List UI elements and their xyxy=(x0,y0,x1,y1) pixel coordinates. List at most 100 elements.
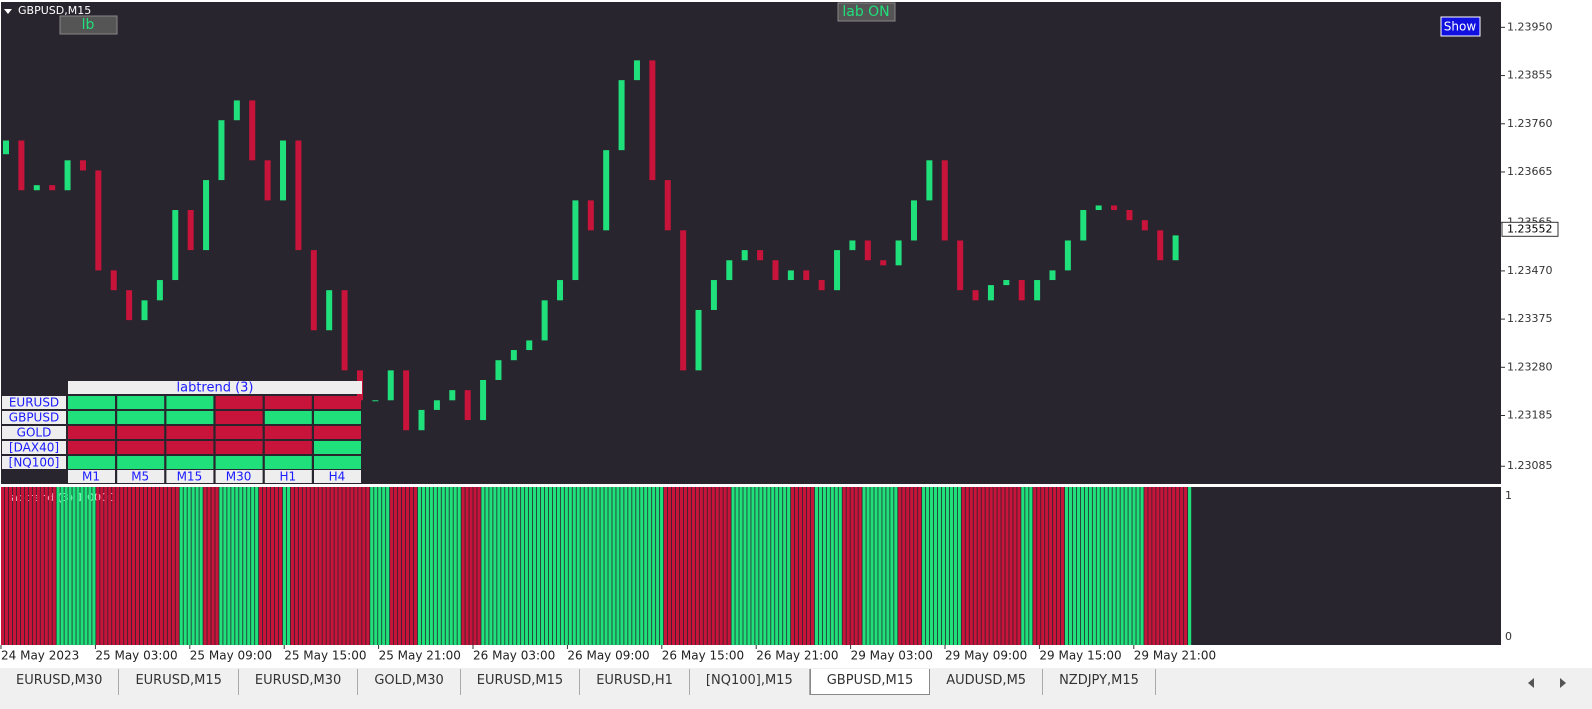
candle xyxy=(18,140,25,191)
show-button-text[interactable]: Show xyxy=(1444,20,1477,34)
indicator-bar xyxy=(711,487,715,645)
indicator-bar xyxy=(227,487,231,645)
y-tick-label: 1.23185 xyxy=(1507,409,1553,422)
tab[interactable]: EURUSD,M15 xyxy=(119,669,239,695)
col-label-bg xyxy=(117,470,165,483)
indicator-bar xyxy=(12,487,17,645)
indicator-bar xyxy=(469,487,473,645)
indicator-bar xyxy=(636,487,640,645)
indicator-bar xyxy=(1053,487,1057,645)
state-cell xyxy=(314,426,361,439)
state-cell xyxy=(68,411,115,424)
indicator-bar xyxy=(4,487,9,645)
indicator-bar xyxy=(266,487,271,645)
candle xyxy=(1157,230,1164,261)
state-cell xyxy=(117,426,165,439)
indicator-bar xyxy=(449,487,453,645)
tab[interactable]: AUDUSD,M5 xyxy=(930,669,1044,695)
state-cell xyxy=(215,441,263,454)
indicator-bar xyxy=(564,487,568,645)
candle xyxy=(310,250,317,331)
indicator-bar xyxy=(878,487,882,645)
indicator-bar xyxy=(1176,487,1180,645)
indicator-bar xyxy=(36,487,40,645)
indicator-bar xyxy=(588,487,592,645)
indicator-bar xyxy=(1168,487,1172,645)
indicator-bar xyxy=(274,487,279,645)
scroll-left[interactable] xyxy=(1528,678,1534,688)
candle xyxy=(49,185,56,191)
indicator-bar xyxy=(183,487,187,645)
indicator-bar xyxy=(1120,487,1124,645)
tab[interactable]: NZDJPY,M15 xyxy=(1043,669,1156,695)
indicator-tick: 0 xyxy=(1505,630,1512,643)
indicator-bar xyxy=(1172,487,1176,645)
x-tick-label: 24 May 2023 xyxy=(1,649,79,663)
indicator-bar xyxy=(763,487,767,645)
indicator-bar xyxy=(517,487,521,645)
lb-button[interactable] xyxy=(59,15,118,35)
candle xyxy=(480,379,487,421)
indicator-bar xyxy=(104,487,108,645)
candle xyxy=(418,409,425,431)
candle xyxy=(295,140,302,251)
col-label-bg xyxy=(68,470,115,483)
candle xyxy=(1111,205,1118,211)
indicator-bar xyxy=(405,487,410,645)
state-cell xyxy=(68,441,115,454)
indicator-bar xyxy=(124,487,128,645)
tab[interactable]: EURUSD,M15 xyxy=(461,669,581,695)
tab[interactable]: [NQ100],M15 xyxy=(690,669,810,695)
y-tick-label: 1.23375 xyxy=(1507,312,1553,325)
menu-triangle[interactable] xyxy=(4,9,12,14)
indicator-tick: 1 xyxy=(1505,489,1512,502)
lab-on-button[interactable] xyxy=(837,2,896,22)
candle xyxy=(218,120,225,181)
row-label: GBPUSD xyxy=(9,411,59,425)
x-tick-label: 29 May 09:00 xyxy=(945,649,1027,663)
indicator-bar xyxy=(151,487,156,645)
indicator-bar xyxy=(703,487,707,645)
indicator-bar xyxy=(477,487,481,645)
indicator-bar xyxy=(215,487,219,645)
indicator-bar xyxy=(628,487,632,645)
tab[interactable]: EURUSD,M30 xyxy=(239,669,359,695)
indicator-bar xyxy=(1064,487,1069,645)
indicator-bar xyxy=(759,487,763,645)
candle xyxy=(541,300,548,341)
candle xyxy=(403,370,410,431)
indicator-bar xyxy=(1132,487,1136,645)
indicator-bar xyxy=(1152,487,1156,645)
y-tick-label: 1.23665 xyxy=(1507,165,1553,178)
tab[interactable]: GBPUSD,M15 xyxy=(809,669,931,695)
indicator-bar xyxy=(88,487,92,645)
candle xyxy=(710,280,717,310)
indicator-bar xyxy=(818,487,822,645)
indicator-bar xyxy=(663,487,668,645)
scroll-right[interactable] xyxy=(1560,678,1566,688)
col-label: M1 xyxy=(82,470,100,484)
indicator-bar xyxy=(739,487,743,645)
indicator-bar xyxy=(1072,487,1077,645)
lab-on-text[interactable]: lab ON xyxy=(842,4,889,20)
lb-button-text[interactable]: lb xyxy=(82,17,95,33)
state-cell xyxy=(166,456,214,469)
row-label-bg xyxy=(2,396,66,409)
indicator-bar xyxy=(918,487,922,645)
indicator-bar xyxy=(1076,487,1081,645)
indicator-bar xyxy=(767,487,771,645)
candle xyxy=(957,240,964,291)
indicator-bar xyxy=(1144,487,1148,645)
indicator-bar xyxy=(751,487,755,645)
tab[interactable]: EURUSD,H1 xyxy=(580,669,690,695)
indicator-bar xyxy=(100,487,104,645)
show-button[interactable] xyxy=(1440,16,1481,37)
symbol-label: GBPUSD,M15 xyxy=(18,4,91,17)
candle xyxy=(1034,280,1041,301)
indicator-bar xyxy=(350,487,354,645)
indicator-bar xyxy=(128,487,132,645)
indicator-bar xyxy=(834,487,838,645)
tab[interactable]: GOLD,M30 xyxy=(358,669,461,695)
row-label-bg xyxy=(2,426,66,439)
tab[interactable]: EURUSD,M30 xyxy=(0,669,120,695)
